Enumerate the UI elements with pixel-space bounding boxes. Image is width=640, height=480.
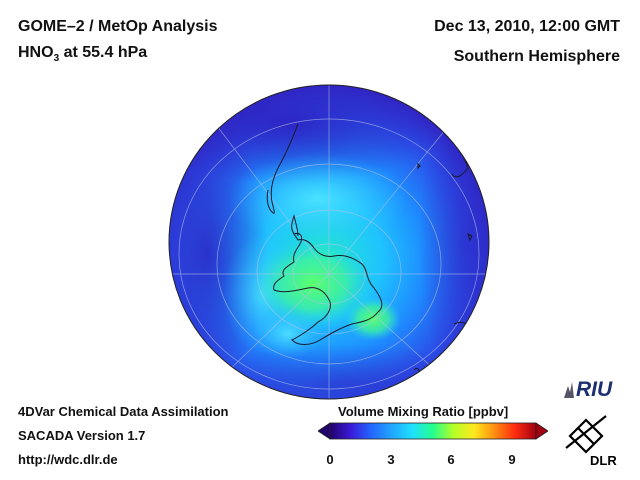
riu-logo: RIU (564, 378, 613, 401)
hemisphere-map (168, 84, 490, 400)
colorbar-tick-3: 3 (387, 452, 395, 467)
riu-logo-text: RIU (576, 378, 613, 401)
colorbar-tick-0: 0 (326, 452, 334, 467)
dlr-logo-text: DLR (590, 453, 617, 468)
colorbar-tick-9: 9 (508, 452, 516, 467)
title-species-subscript: 3 (53, 53, 60, 65)
colorbar (318, 422, 548, 440)
footer-line-2: SACADA Version 1.7 (18, 428, 146, 443)
date-label: Dec 13, 2010, 12:00 GMT (434, 18, 620, 35)
footer-line-1: 4DVar Chemical Data Assimilation (18, 404, 229, 419)
colorbar-tick-6: 6 (447, 452, 455, 467)
title-species: HNO (18, 44, 54, 61)
title-line-1: GOME–2 / MetOp Analysis (18, 18, 218, 35)
region-label: Southern Hemisphere (453, 48, 620, 65)
colorbar-scale (329, 422, 537, 440)
title-level: at 55.4 hPa (59, 44, 148, 61)
colorbar-min-arrow (318, 422, 331, 440)
dlr-logo-mark (565, 415, 607, 454)
footer-url[interactable]: http://wdc.dlr.de (18, 452, 118, 467)
riu-logo-mark (564, 382, 574, 398)
colorbar-label: Volume Mixing Ratio [ppbv] (338, 404, 509, 419)
dlr-logo: DLR (565, 415, 617, 468)
colorbar-max-arrow (535, 422, 548, 440)
title-line-2: HNO3 at 55.4 hPa (18, 44, 147, 64)
